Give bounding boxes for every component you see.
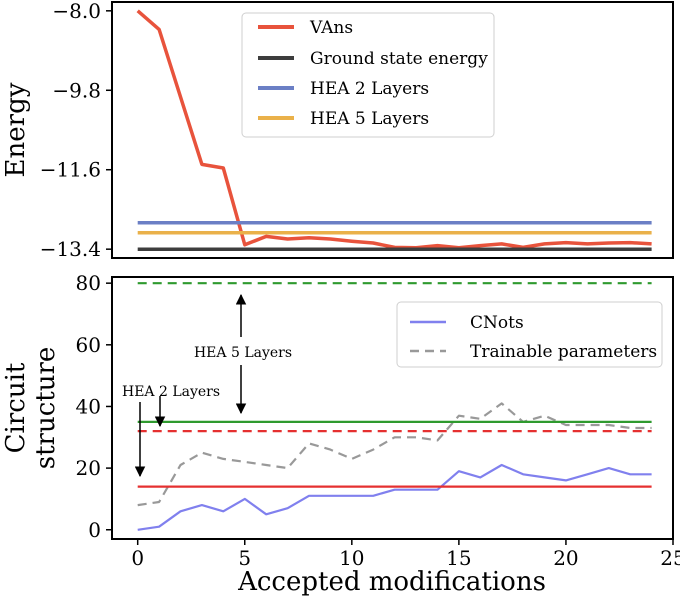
energy-y-tick-label: −13.4 — [40, 237, 101, 261]
x-tick-label: 0 — [131, 546, 144, 570]
hea2-annotation-label: HEA 2 Layers — [122, 384, 220, 400]
legend-label-trainable: Trainable parameters — [470, 342, 657, 362]
hea5-annotation-label: HEA 5 Layers — [194, 345, 292, 361]
circuit-series-cnots — [137, 463, 652, 531]
legend-label-hea2: HEA 2 Layers — [310, 79, 429, 99]
energy-y-tick-label: −8.0 — [52, 0, 101, 23]
energy-y-tick-label: −9.8 — [52, 78, 101, 102]
energy-legend-box — [241, 12, 495, 138]
x-tick-label: 15 — [446, 546, 471, 570]
energy-y-tick-label: −11.6 — [40, 158, 101, 182]
energy-panel-frame — [111, 1, 674, 259]
x-tick-label: 25 — [660, 546, 680, 570]
circuit-legend-box — [396, 301, 663, 368]
circuit-legend: CNots Trainable parameters — [396, 301, 663, 368]
circuit-y-tick-label: 20 — [76, 456, 101, 480]
circuit-y-ticks: 0 20 40 60 80 — [76, 271, 112, 542]
x-tick-label: 20 — [553, 546, 578, 570]
legend-label-hea5: HEA 5 Layers — [310, 109, 429, 129]
circuit-x-ticks: 0 5 10 15 20 25 — [131, 539, 680, 570]
circuit-y-axis-label-line1: Circuit — [1, 362, 31, 453]
energy-y-axis-label: Energy — [1, 82, 31, 177]
circuit-panel-frame — [111, 276, 674, 540]
x-tick-label: 10 — [339, 546, 364, 570]
legend-label-vans: VAns — [309, 18, 353, 38]
circuit-y-tick-label: 0 — [88, 518, 101, 542]
annotations: HEA 5 Layers HEA 2 Layers — [122, 293, 292, 478]
circuit-y-tick-label: 60 — [76, 333, 101, 357]
legend-label-ground-state: Ground state energy — [310, 49, 488, 69]
energy-legend: VAns Ground state energy HEA 2 Layers HE… — [241, 12, 495, 138]
energy-series-group — [136, 9, 652, 251]
x-tick-label: 5 — [238, 546, 251, 570]
circuit-y-tick-label: 80 — [76, 271, 101, 295]
energy-y-ticks: −8.0 −9.8 −11.6 −13.4 — [40, 0, 112, 261]
circuit-structure-panel: 0 20 40 60 80 0 5 10 15 20 25 Circuit structure A… — [1, 271, 680, 597]
circuit-y-axis-label-line2: structure — [31, 347, 61, 470]
circuit-y-tick-label: 40 — [76, 394, 101, 418]
x-axis-label: Accepted modifications — [237, 567, 546, 597]
energy-panel: −8.0 −9.8 −11.6 −13.4 Energy VAns Ground st… — [1, 0, 674, 261]
circuit-series-group — [137, 282, 652, 531]
legend-label-cnots: CNots — [470, 313, 524, 333]
